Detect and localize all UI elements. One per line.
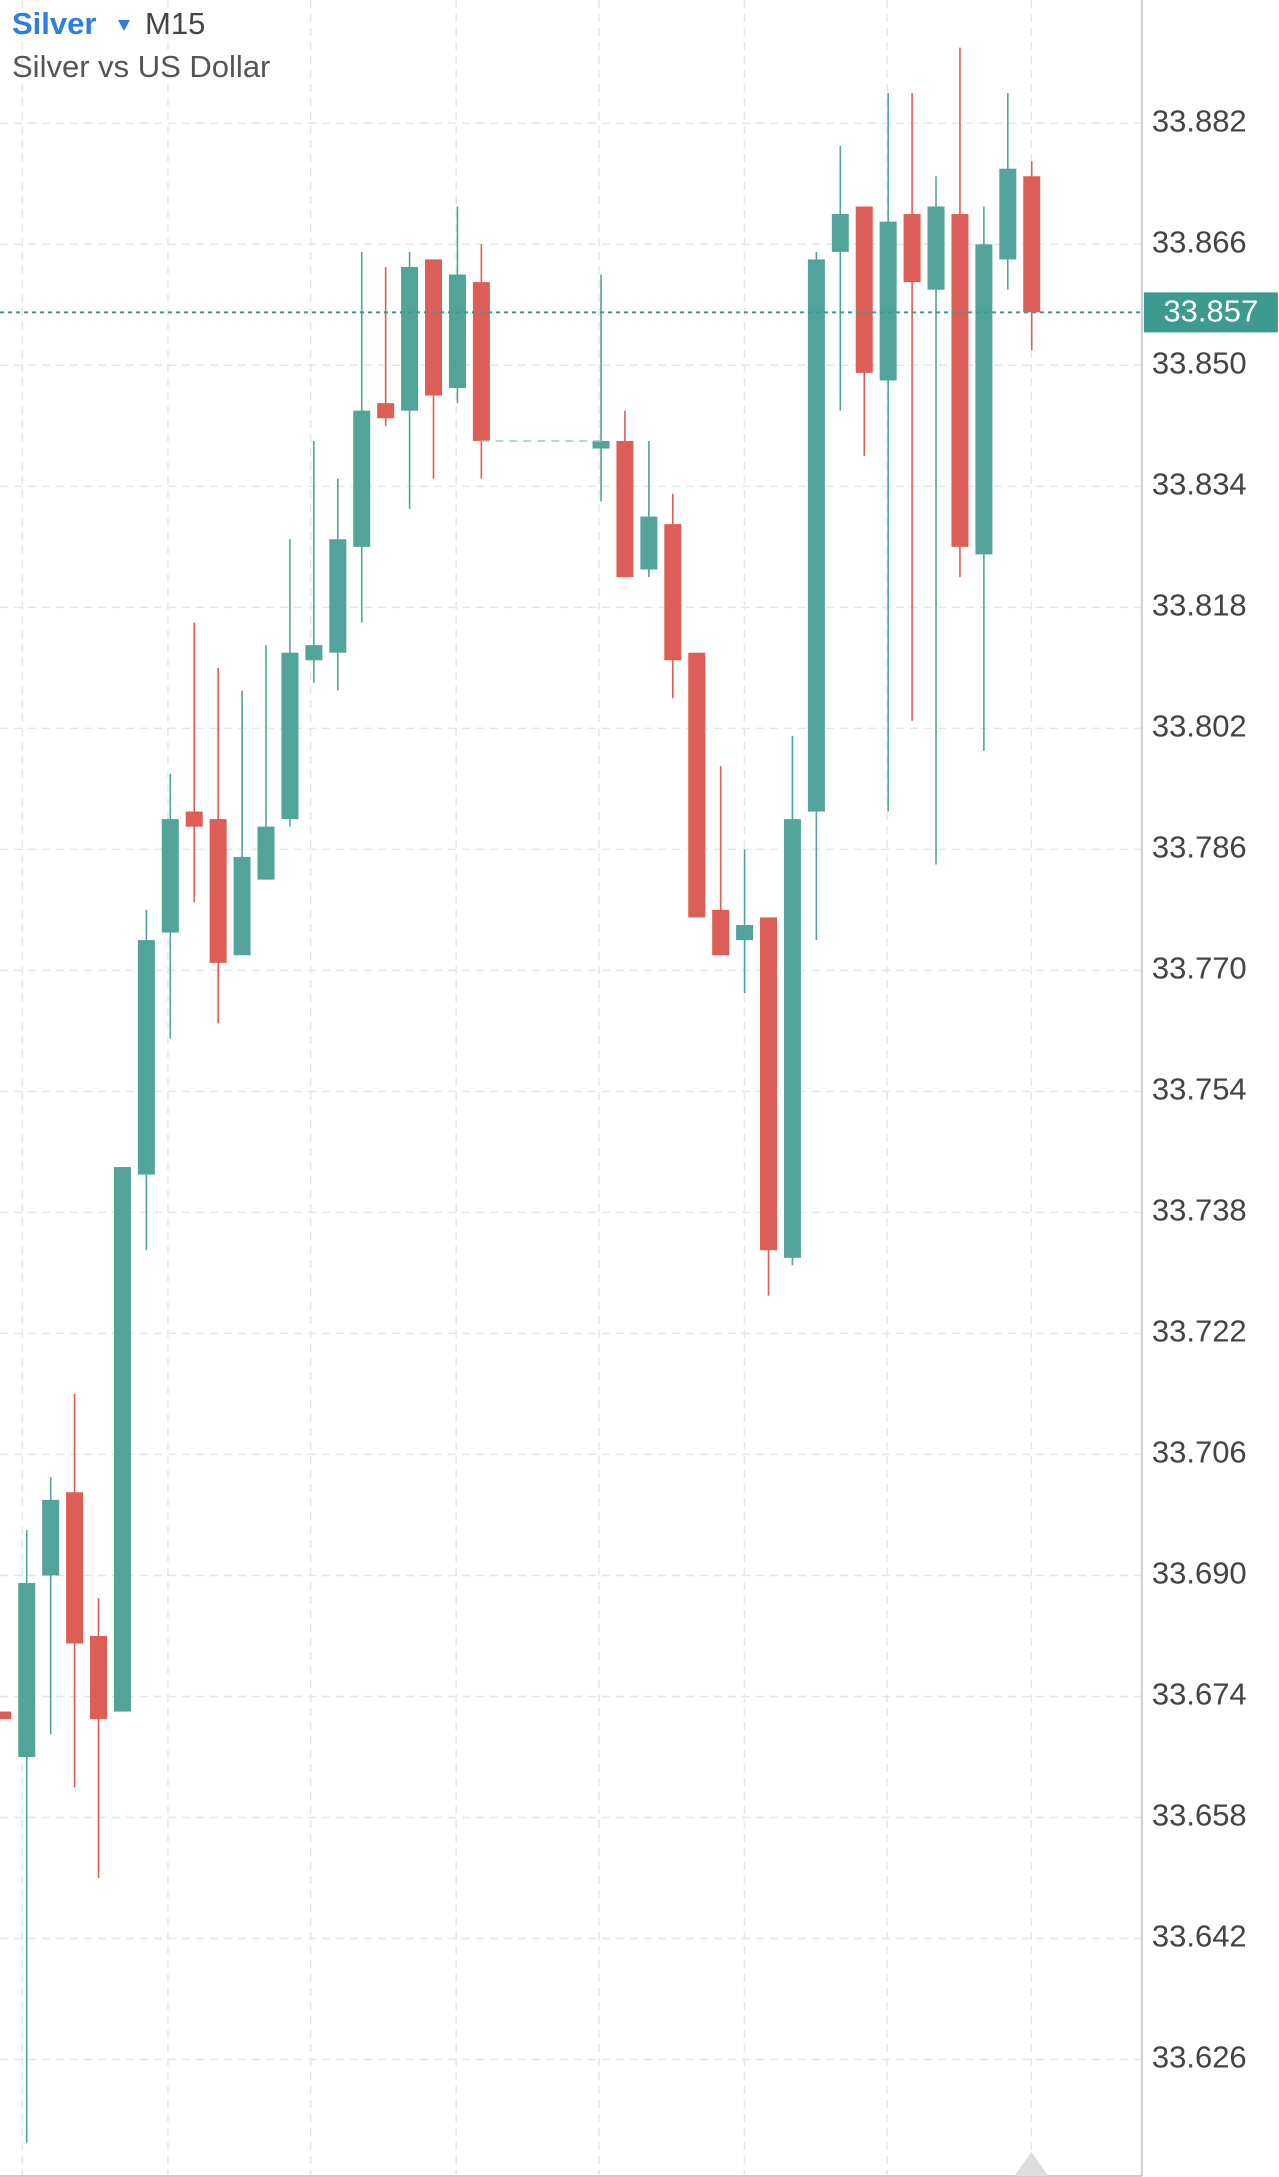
y-tick-label: 33.866	[1152, 224, 1247, 259]
candle-body	[66, 1492, 84, 1644]
subtitle: Silver vs US Dollar	[12, 49, 270, 84]
candle-body	[927, 206, 945, 290]
candle-body	[831, 214, 849, 252]
y-tick-label: 33.738	[1152, 1193, 1247, 1228]
candle-body	[640, 516, 658, 570]
candle-body	[688, 652, 706, 918]
candle-body	[616, 440, 634, 578]
candle-body	[18, 1583, 36, 1757]
candle-body	[0, 1711, 12, 1720]
candle-body	[281, 652, 299, 820]
candle-body	[855, 206, 873, 373]
candle-body	[185, 811, 203, 827]
y-tick-label: 33.850	[1152, 345, 1247, 380]
y-tick-label: 33.642	[1152, 1919, 1247, 1954]
candle-body	[329, 539, 347, 653]
candle-body	[377, 403, 395, 419]
candle-body	[42, 1499, 60, 1576]
candle-body	[425, 259, 443, 396]
y-tick-label: 33.674	[1152, 1677, 1247, 1712]
candle-body	[783, 819, 801, 1258]
candle-body	[401, 266, 419, 411]
candle-body	[90, 1635, 108, 1720]
candle-body	[592, 440, 610, 449]
y-tick-label: 33.658	[1152, 1798, 1247, 1833]
candle-body	[233, 856, 251, 956]
scroll-marker	[1014, 2151, 1049, 2176]
candle-body	[999, 168, 1017, 260]
y-tick-label: 33.802	[1152, 709, 1247, 744]
y-tick-label: 33.786	[1152, 830, 1247, 865]
candle-body	[1023, 176, 1041, 313]
candle-body	[975, 244, 993, 555]
y-tick-label: 33.626	[1152, 2040, 1247, 2075]
candle-body	[113, 1167, 131, 1712]
timeframe[interactable]: M15	[145, 6, 205, 41]
candle-body	[209, 819, 227, 963]
y-tick-label: 33.754	[1152, 1072, 1247, 1107]
y-tick-label: 33.770	[1152, 951, 1247, 986]
candle-body	[951, 214, 969, 547]
symbol[interactable]: Silver	[12, 6, 96, 41]
candle-body	[137, 940, 155, 1175]
candle-body	[257, 826, 275, 880]
candle-body	[353, 410, 371, 547]
candle-body	[664, 524, 682, 661]
candle-body	[736, 924, 754, 941]
y-tick-label: 33.722	[1152, 1314, 1247, 1349]
candle-body	[448, 274, 466, 389]
candle-body	[472, 282, 490, 441]
candle-body	[712, 909, 730, 956]
y-tick-label: 33.818	[1152, 588, 1247, 623]
candle-body	[305, 645, 323, 661]
y-tick-label: 33.690	[1152, 1556, 1247, 1591]
y-tick-label: 33.882	[1152, 103, 1247, 138]
candle-body	[903, 214, 921, 283]
y-tick-label: 33.706	[1152, 1435, 1247, 1470]
candle-body	[879, 221, 897, 381]
candle-body	[161, 819, 179, 933]
last-price-label: 33.857	[1163, 294, 1258, 329]
last-price-tag	[1143, 292, 1278, 333]
candle-body	[807, 259, 825, 812]
symbol-dropdown[interactable]	[118, 20, 130, 31]
candle-body	[760, 917, 778, 1251]
y-tick-label: 33.834	[1152, 467, 1247, 502]
